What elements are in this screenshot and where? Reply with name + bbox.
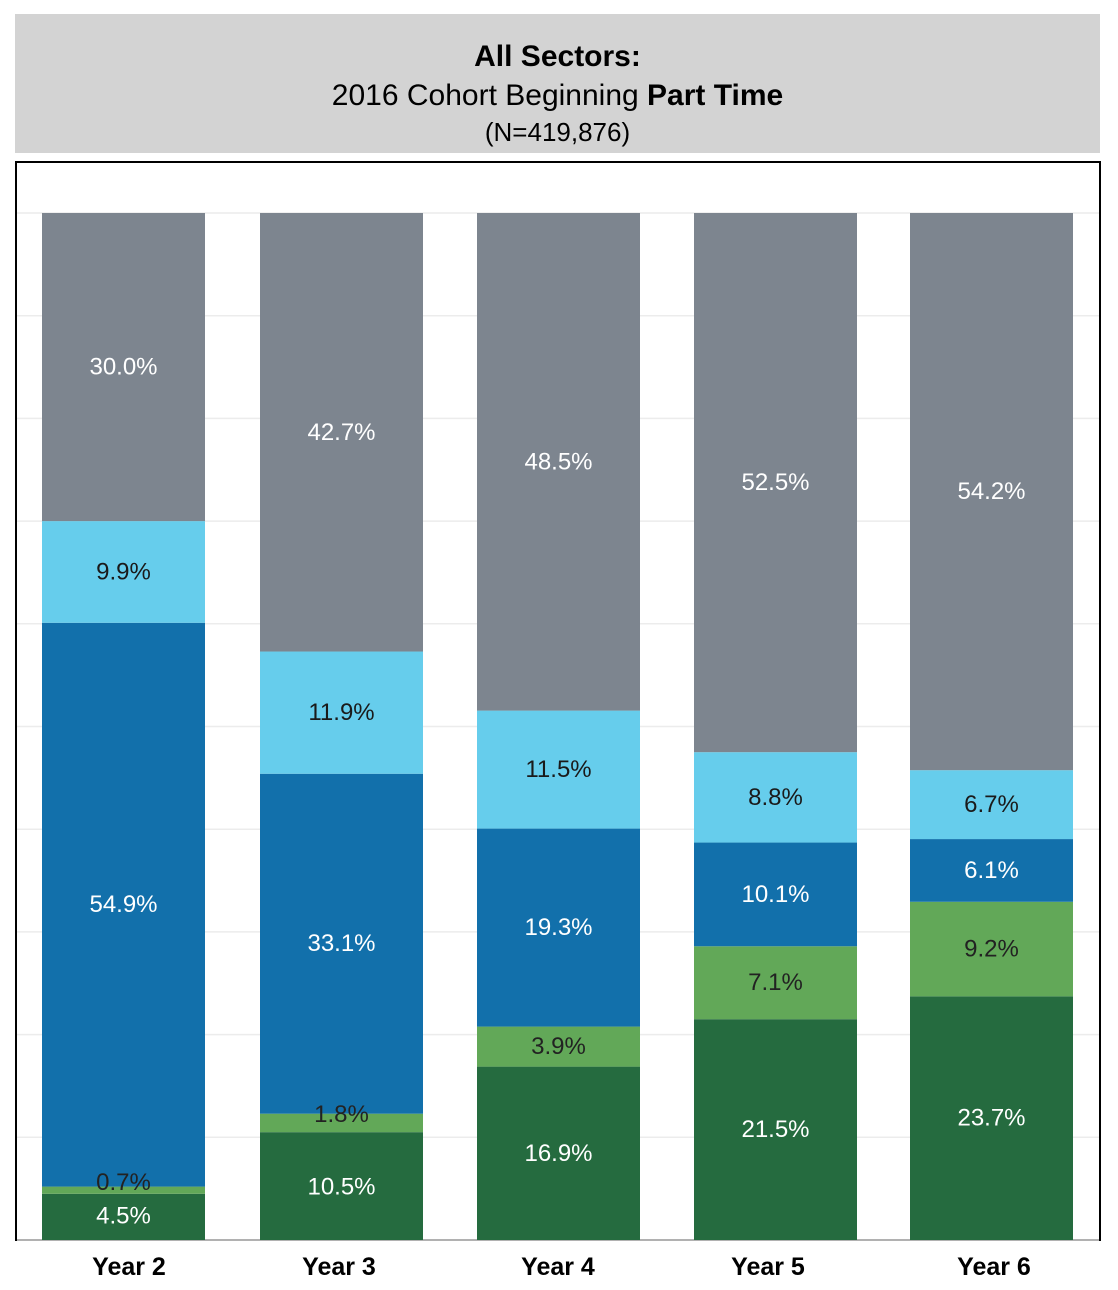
bar-segment <box>42 1186 205 1194</box>
bar-segment <box>477 828 640 1027</box>
data-label: 10.1% <box>741 881 809 908</box>
data-label: 21.5% <box>741 1116 809 1143</box>
data-labels: 4.5% 0.7% 54.9% 9.9% 30.0% 10.5% 1.8% 33.1% 11.9… <box>89 354 1025 1230</box>
chart-subtitle: 2016 Cohort Beginning Part Time <box>15 79 1100 113</box>
chart-sample-size: (N=419,876) <box>484 117 631 147</box>
bar-segment <box>260 1113 423 1133</box>
bar-segment <box>910 213 1073 771</box>
bar-segment <box>910 901 1073 997</box>
data-label: 10.5% <box>307 1174 375 1201</box>
bar-segment <box>694 946 857 1020</box>
x-tick-label: Year 5 <box>731 1253 805 1281</box>
data-label: 6.7% <box>964 791 1019 818</box>
bar-segment <box>42 213 205 522</box>
bar-segment <box>910 996 1073 1240</box>
bar-segment <box>477 1026 640 1067</box>
data-label: 4.5% <box>96 1203 151 1230</box>
data-label: 30.0% <box>89 354 157 381</box>
bar-segment <box>910 770 1073 840</box>
x-tick-label: Year 2 <box>92 1253 166 1281</box>
data-label: 7.1% <box>748 969 803 996</box>
x-tick-label: Year 4 <box>521 1253 595 1281</box>
bar-segment <box>694 1019 857 1240</box>
bar-segment <box>42 622 205 1187</box>
data-label: 23.7% <box>957 1105 1025 1132</box>
data-label: 16.9% <box>524 1140 592 1167</box>
data-label: 9.9% <box>96 558 151 585</box>
chart-subtitle-text: 2016 Cohort Beginning <box>331 79 648 112</box>
bar-segment <box>477 710 640 829</box>
bar-segment <box>260 1132 423 1240</box>
bars <box>42 213 1073 1240</box>
data-label: 6.1% <box>964 857 1019 884</box>
data-label: 19.3% <box>524 914 592 941</box>
x-tick-label: Year 3 <box>302 1253 376 1281</box>
chart-title-box: All Sectors: 2016 Cohort Beginning Part … <box>15 14 1100 153</box>
data-label: 1.8% <box>314 1101 369 1128</box>
data-label: 8.8% <box>748 784 803 811</box>
data-label: 48.5% <box>524 448 592 475</box>
data-label: 54.9% <box>89 891 157 918</box>
bar-segment <box>42 521 205 623</box>
chart-subtitle-bold: Part Time <box>647 79 784 112</box>
chart-title: All Sectors: <box>474 40 641 73</box>
bar-segment <box>260 773 423 1114</box>
bar-segment <box>694 213 857 753</box>
bar-segment <box>260 651 423 774</box>
bar-segment <box>694 842 857 947</box>
data-label: 11.5% <box>525 756 591 783</box>
data-label: 54.2% <box>957 478 1025 505</box>
bar-segment <box>910 839 1073 902</box>
bar-segment <box>260 213 423 652</box>
bar-segment <box>42 1193 205 1240</box>
data-label: 33.1% <box>307 930 375 957</box>
x-axis: Year 2 Year 3 Year 4 Year 5 Year 6 <box>92 1253 1031 1281</box>
data-label: 42.7% <box>307 419 375 446</box>
data-label: 52.5% <box>741 469 809 496</box>
data-label: 0.7% <box>96 1169 151 1196</box>
bar-segment <box>694 752 857 843</box>
x-tick-label: Year 6 <box>957 1253 1031 1281</box>
data-label: 9.2% <box>964 936 1019 963</box>
data-label: 11.9% <box>308 699 374 726</box>
data-label: 3.9% <box>531 1033 586 1060</box>
bar-segment <box>477 1066 640 1240</box>
bar-segment <box>477 213 640 711</box>
